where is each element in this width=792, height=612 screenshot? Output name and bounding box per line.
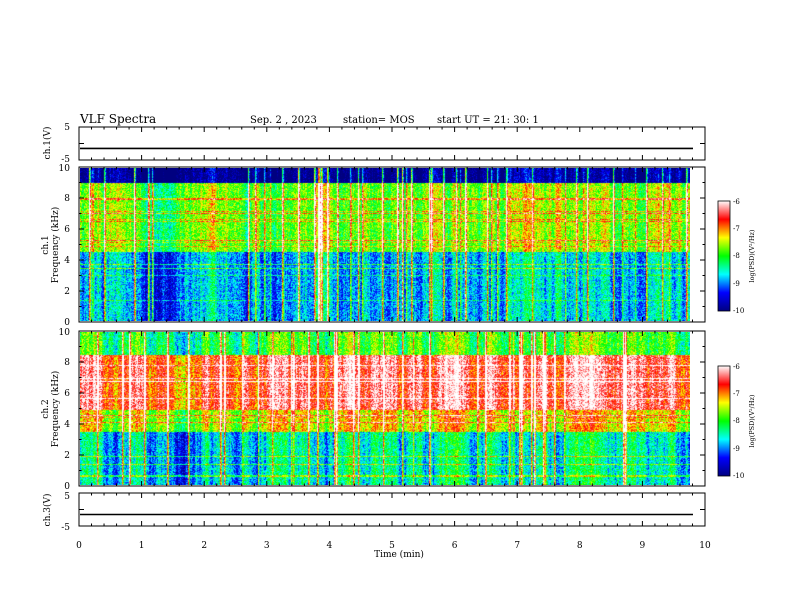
spec1-ytick-0: 0 (64, 318, 70, 328)
ch1-spectrogram-yticks: 0 2 4 6 8 10 (59, 164, 71, 328)
ch1-channel-label: ch.1 (41, 235, 51, 254)
ch3-ytick-bottom: -5 (61, 523, 70, 533)
spec2-ytick-10: 10 (59, 328, 71, 338)
ch1-ytick-top: 5 (64, 123, 70, 133)
ch2-frequency-label: Frequency (kHz) (50, 371, 61, 448)
ch2-colorbar-gradient (718, 366, 730, 476)
x-axis-tick-labels: 0 1 2 3 4 5 6 7 8 9 10 (76, 541, 711, 551)
ch1-spectrogram-image (80, 168, 690, 321)
ch1-colorbar: -6 -7 -8 -9 -10 log(PSD)(V²/Hz) (717, 198, 756, 315)
spec2-ytick-6: 6 (64, 389, 70, 399)
x-tick-label-3: 3 (264, 541, 270, 551)
spec2-ytick-0: 0 (64, 482, 70, 492)
cb2-tick--8: -8 (733, 417, 740, 425)
axis-tick-marks (78, 126, 706, 527)
ch1-frequency-label: Frequency (kHz) (50, 207, 61, 284)
x-tick-label-10: 10 (699, 541, 711, 551)
cb1-tick--8: -8 (733, 252, 740, 260)
ch2-colorbar: -6 -7 -8 -9 -10 log(PSD)(V²/Hz) (717, 363, 756, 480)
spec1-ytick-6: 6 (64, 225, 70, 235)
ch2-spectrogram-image (80, 332, 690, 485)
recording-date: Sep. 2 , 2023 (250, 115, 317, 126)
cb1-tick--6: -6 (733, 198, 740, 206)
ch1-waveform-ylabel: ch.1(V) (42, 127, 53, 160)
cb2-tick--9: -9 (733, 445, 740, 453)
x-axis-label: Time (min) (374, 549, 424, 560)
ch1-waveform-yticks: 5 -5 (61, 123, 70, 165)
x-tick-label-1: 1 (139, 541, 145, 551)
cb2-tick--7: -7 (733, 390, 740, 398)
x-tick-label-4: 4 (327, 541, 333, 551)
spec2-ytick-4: 4 (64, 420, 70, 430)
ch1-colorbar-frame (717, 200, 731, 312)
spec2-ytick-8: 8 (64, 358, 70, 368)
cb1-tick--9: -9 (733, 280, 740, 288)
ch2-spectrogram-yticks: 0 2 4 6 8 10 (59, 328, 71, 492)
figure-title: VLF Spectra (79, 112, 156, 126)
x-tick-label-7: 7 (514, 541, 520, 551)
x-tick-label-0: 0 (76, 541, 82, 551)
station-label: station= MOS (343, 115, 415, 126)
x-tick-label-2: 2 (201, 541, 207, 551)
cb2-tick--10: -10 (733, 472, 744, 480)
ch3-waveform-ylabel: ch.3(V) (42, 494, 53, 527)
x-tick-label-8: 8 (577, 541, 583, 551)
cb1-tick--10: -10 (733, 307, 744, 315)
x-tick-label-5: 5 (389, 541, 395, 551)
ch3-ytick-top: 5 (64, 492, 70, 502)
spec1-ytick-8: 8 (64, 194, 70, 204)
start-time: start UT = 21: 30: 1 (437, 115, 539, 126)
spec1-ytick-4: 4 (64, 256, 70, 266)
ch1-ytick-bottom: -5 (61, 155, 70, 165)
ch2-channel-label: ch.2 (41, 399, 51, 418)
ch2-colorbar-frame (717, 365, 731, 477)
ch1-colorbar-label: log(PSD)(V²/Hz) (748, 229, 756, 282)
spec1-ytick-10: 10 (59, 164, 71, 174)
spec2-ytick-2: 2 (64, 451, 70, 461)
spec1-ytick-2: 2 (64, 287, 70, 297)
x-tick-label-9: 9 (640, 541, 646, 551)
x-tick-label-6: 6 (452, 541, 458, 551)
ch3-waveform-yticks: 5 -5 (61, 492, 70, 533)
ch1-colorbar-gradient (718, 201, 730, 311)
cb2-tick--6: -6 (733, 363, 740, 371)
ch2-colorbar-label: log(PSD)(V²/Hz) (748, 394, 756, 447)
cb1-tick--7: -7 (733, 225, 740, 233)
